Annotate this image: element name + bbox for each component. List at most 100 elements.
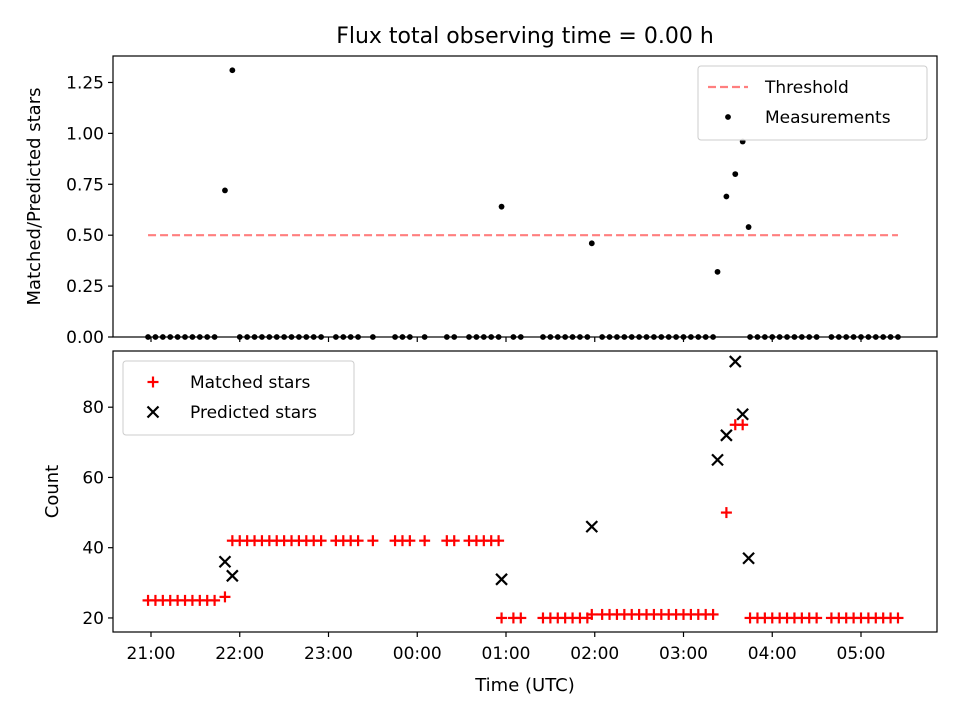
measurements-point bbox=[488, 334, 495, 340]
measurements-point bbox=[723, 193, 730, 200]
measurements-point bbox=[406, 334, 413, 340]
measurements-point bbox=[498, 203, 505, 210]
predicted-stars-point bbox=[711, 453, 724, 467]
measurements-point bbox=[606, 334, 613, 340]
measurements-point bbox=[332, 334, 339, 340]
legend-predicted-stars-label: Predicted stars bbox=[190, 403, 317, 423]
panel-0-y-tick-label: 0.75 bbox=[66, 175, 104, 195]
measurements-point bbox=[296, 334, 302, 340]
measurements-point bbox=[828, 334, 835, 340]
measurements-point bbox=[495, 334, 502, 340]
panel-0-y-tick-label: 0.00 bbox=[66, 328, 104, 348]
measurements-point bbox=[776, 334, 783, 340]
x-tick-label: 05:00 bbox=[837, 644, 886, 664]
x-tick-label: 21:00 bbox=[127, 644, 176, 664]
measurements-point bbox=[732, 171, 739, 178]
measurements-point bbox=[761, 334, 768, 340]
x-tick-label: 04:00 bbox=[748, 644, 797, 664]
matched-stars-point bbox=[515, 612, 527, 624]
predicted-stars-point-b bbox=[742, 551, 755, 565]
measurements-series bbox=[145, 67, 901, 340]
matched-stars-point bbox=[209, 594, 221, 606]
measurements-point bbox=[473, 334, 480, 340]
measurements-point bbox=[399, 334, 406, 340]
predicted-stars-point-b bbox=[495, 573, 508, 586]
matched-stars-point bbox=[367, 535, 379, 547]
panel-1-legend: Matched stars Predicted stars bbox=[122, 360, 355, 436]
panel-1-y-tick-label: 80 bbox=[82, 398, 104, 418]
measurements-point bbox=[310, 334, 317, 340]
panel-0-y-tick-label: 0.50 bbox=[66, 226, 104, 246]
panel-1-y-tick-label: 60 bbox=[82, 468, 104, 488]
measurements-point bbox=[189, 334, 196, 340]
measurements-point bbox=[281, 334, 288, 340]
measurements-point bbox=[695, 334, 702, 340]
measurements-point bbox=[182, 334, 188, 340]
measurements-point bbox=[369, 334, 376, 340]
measurements-point bbox=[152, 334, 159, 340]
predicted-stars-point bbox=[585, 520, 599, 533]
measurements-point bbox=[288, 334, 295, 340]
panel-1-y-tick-label: 20 bbox=[82, 609, 104, 629]
panel-0-legend: Threshold Measurements bbox=[697, 65, 928, 141]
legend-box bbox=[697, 65, 928, 141]
panel-1-y-tick-label: 40 bbox=[82, 539, 104, 559]
predicted-stars-point bbox=[742, 551, 755, 565]
matched-stars-point bbox=[586, 608, 598, 620]
measurements-point bbox=[858, 334, 864, 340]
legend-box bbox=[122, 360, 355, 436]
panel-1-frame bbox=[112, 350, 938, 633]
x-tick-label: 01:00 bbox=[482, 644, 531, 664]
measurements-point bbox=[584, 334, 591, 340]
panel-1-y-axis-label: Count bbox=[42, 465, 63, 518]
predicted-stars-point bbox=[736, 407, 749, 421]
matched-stars-point bbox=[448, 535, 460, 547]
measurements-point bbox=[174, 334, 181, 340]
measurements-point bbox=[745, 224, 752, 230]
measurements-point bbox=[421, 334, 428, 340]
measurements-point bbox=[466, 334, 472, 340]
measurements-point bbox=[569, 334, 576, 340]
predicted-stars-point bbox=[218, 555, 232, 569]
measurements-point bbox=[887, 334, 894, 340]
measurements-point bbox=[392, 334, 398, 340]
measurements-point bbox=[702, 334, 709, 340]
legend-threshold-label: Threshold bbox=[764, 78, 849, 98]
predicted-stars-point-b bbox=[585, 520, 599, 533]
predicted-stars-point-b bbox=[728, 355, 742, 368]
measurements-point bbox=[658, 334, 665, 340]
measurements-point bbox=[895, 334, 901, 340]
matched-stars-point bbox=[496, 612, 508, 624]
measurements-point bbox=[680, 334, 687, 340]
measurements-point bbox=[813, 334, 820, 340]
x-tick-label: 23:00 bbox=[304, 644, 353, 664]
measurements-point bbox=[510, 334, 517, 340]
predicted-stars-point-b bbox=[218, 555, 232, 569]
panel-0-y-axis-label: Matched/Predicted stars bbox=[24, 88, 45, 306]
measurements-point bbox=[621, 334, 628, 340]
x-tick-label: 00:00 bbox=[393, 644, 442, 664]
measurements-point bbox=[872, 334, 879, 340]
matched-stars-point bbox=[419, 535, 431, 547]
matched-stars-point bbox=[404, 535, 416, 547]
predicted-stars-series bbox=[218, 355, 755, 586]
matched-stars-point bbox=[707, 608, 719, 620]
measurements-point bbox=[540, 334, 546, 340]
measurements-point bbox=[791, 334, 798, 340]
measurements-point bbox=[714, 268, 721, 275]
measurements-point bbox=[196, 334, 203, 340]
matched-stars-series bbox=[142, 419, 904, 624]
measurements-point bbox=[673, 334, 680, 340]
top-panel-ratio: 0.00 0.25 0.50 0.75 1.00 1.25 Matched/Predicte… bbox=[24, 55, 938, 348]
measurements-point bbox=[806, 334, 813, 340]
measurements-point bbox=[577, 334, 583, 340]
measurements-point bbox=[651, 334, 657, 340]
measurements-point bbox=[303, 334, 310, 340]
measurements-point bbox=[355, 334, 361, 340]
measurements-point bbox=[229, 67, 236, 74]
matched-stars-point bbox=[720, 507, 732, 519]
matched-stars-point bbox=[493, 535, 505, 547]
measurements-point bbox=[643, 334, 650, 340]
measurements-point bbox=[159, 334, 166, 340]
